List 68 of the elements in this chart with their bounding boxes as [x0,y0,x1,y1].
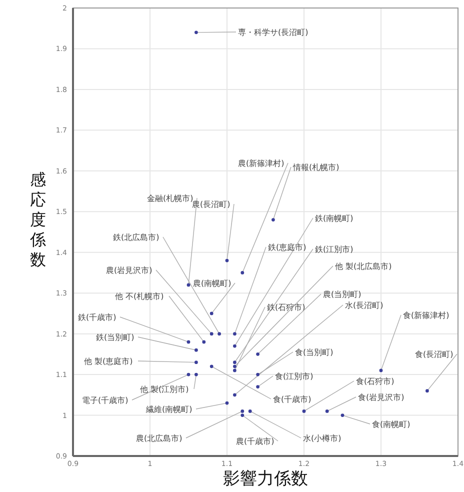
annotation: 食(江別市) [275,372,314,381]
annotation: 繊維(南幌町) [145,405,192,414]
point [325,410,329,413]
point [186,340,190,344]
point [194,348,198,352]
annotation: 鉄(千歳市) [78,313,116,322]
annotation: 鉄(江別市) [315,245,354,254]
annotation: 農(長沼町) [192,200,230,209]
point [233,332,236,336]
annotation: 他 製(北広島市) [335,262,392,271]
point [210,312,214,316]
annotation: 他 不(札幌市) [115,292,164,301]
annotation: 農(岩見沢市) [106,266,152,275]
point [186,372,190,376]
y-axis-title: 感応度係数 [29,170,46,269]
point [210,332,214,336]
point [225,258,229,262]
point [210,364,214,368]
annotation: 食(南幌町) [372,420,410,429]
point [194,30,198,34]
point [233,368,236,372]
annotation: 農(北広島市) [136,434,182,443]
point [302,410,306,413]
annotation: 食(長沼町) [415,350,454,359]
annotation: 専・科学サ(長沼町) [238,28,308,37]
point [256,372,260,376]
annotation: 水(小樽市) [303,434,342,443]
annotation: 食(石狩市) [356,377,394,386]
annotation: 電子(千歳市) [82,396,128,405]
point [233,393,236,397]
annotation: 農(千歳市) [236,437,274,446]
point [233,344,236,348]
point [256,352,260,356]
annotation: 他 製(恵庭市) [84,357,133,366]
annotation: 農(当別町) [323,290,362,299]
point [202,340,206,344]
point [233,360,236,364]
point [426,389,429,393]
annotation: 鉄(当別町) [96,333,134,342]
annotation: 他 製(江別市) [140,385,189,394]
point [240,271,244,274]
point [233,364,236,368]
point [379,368,383,372]
annotation: 金融(札幌市) [147,194,194,203]
point [240,414,244,417]
point [248,410,252,413]
annotation: 食(千歳市) [273,395,312,404]
point [256,385,260,388]
point [194,360,198,364]
point [218,332,221,336]
annotation: 鉄(北広島市) [113,233,160,242]
annotation: 食(岩見沢市) [358,393,404,402]
point [340,414,344,417]
annotation: 鉄(南幌町) [315,214,354,223]
x-axis-title: 影響力係数 [223,469,308,489]
annotation: 水(長沼町) [345,301,384,310]
point [194,372,198,376]
point [240,410,244,413]
annotation: 情報(札幌市) [292,163,340,172]
annotation: 食(新篠津村) [403,311,450,320]
annotation: 農(新篠津村) [238,159,284,168]
annotation: 食(当別町) [295,348,334,357]
point [272,218,275,222]
annotation: 鉄(石狩市) [267,303,306,312]
point [186,283,190,287]
point [225,401,229,405]
annotation: 農(南幌町) [193,279,232,288]
annotation: 鉄(恵庭市) [268,243,306,252]
